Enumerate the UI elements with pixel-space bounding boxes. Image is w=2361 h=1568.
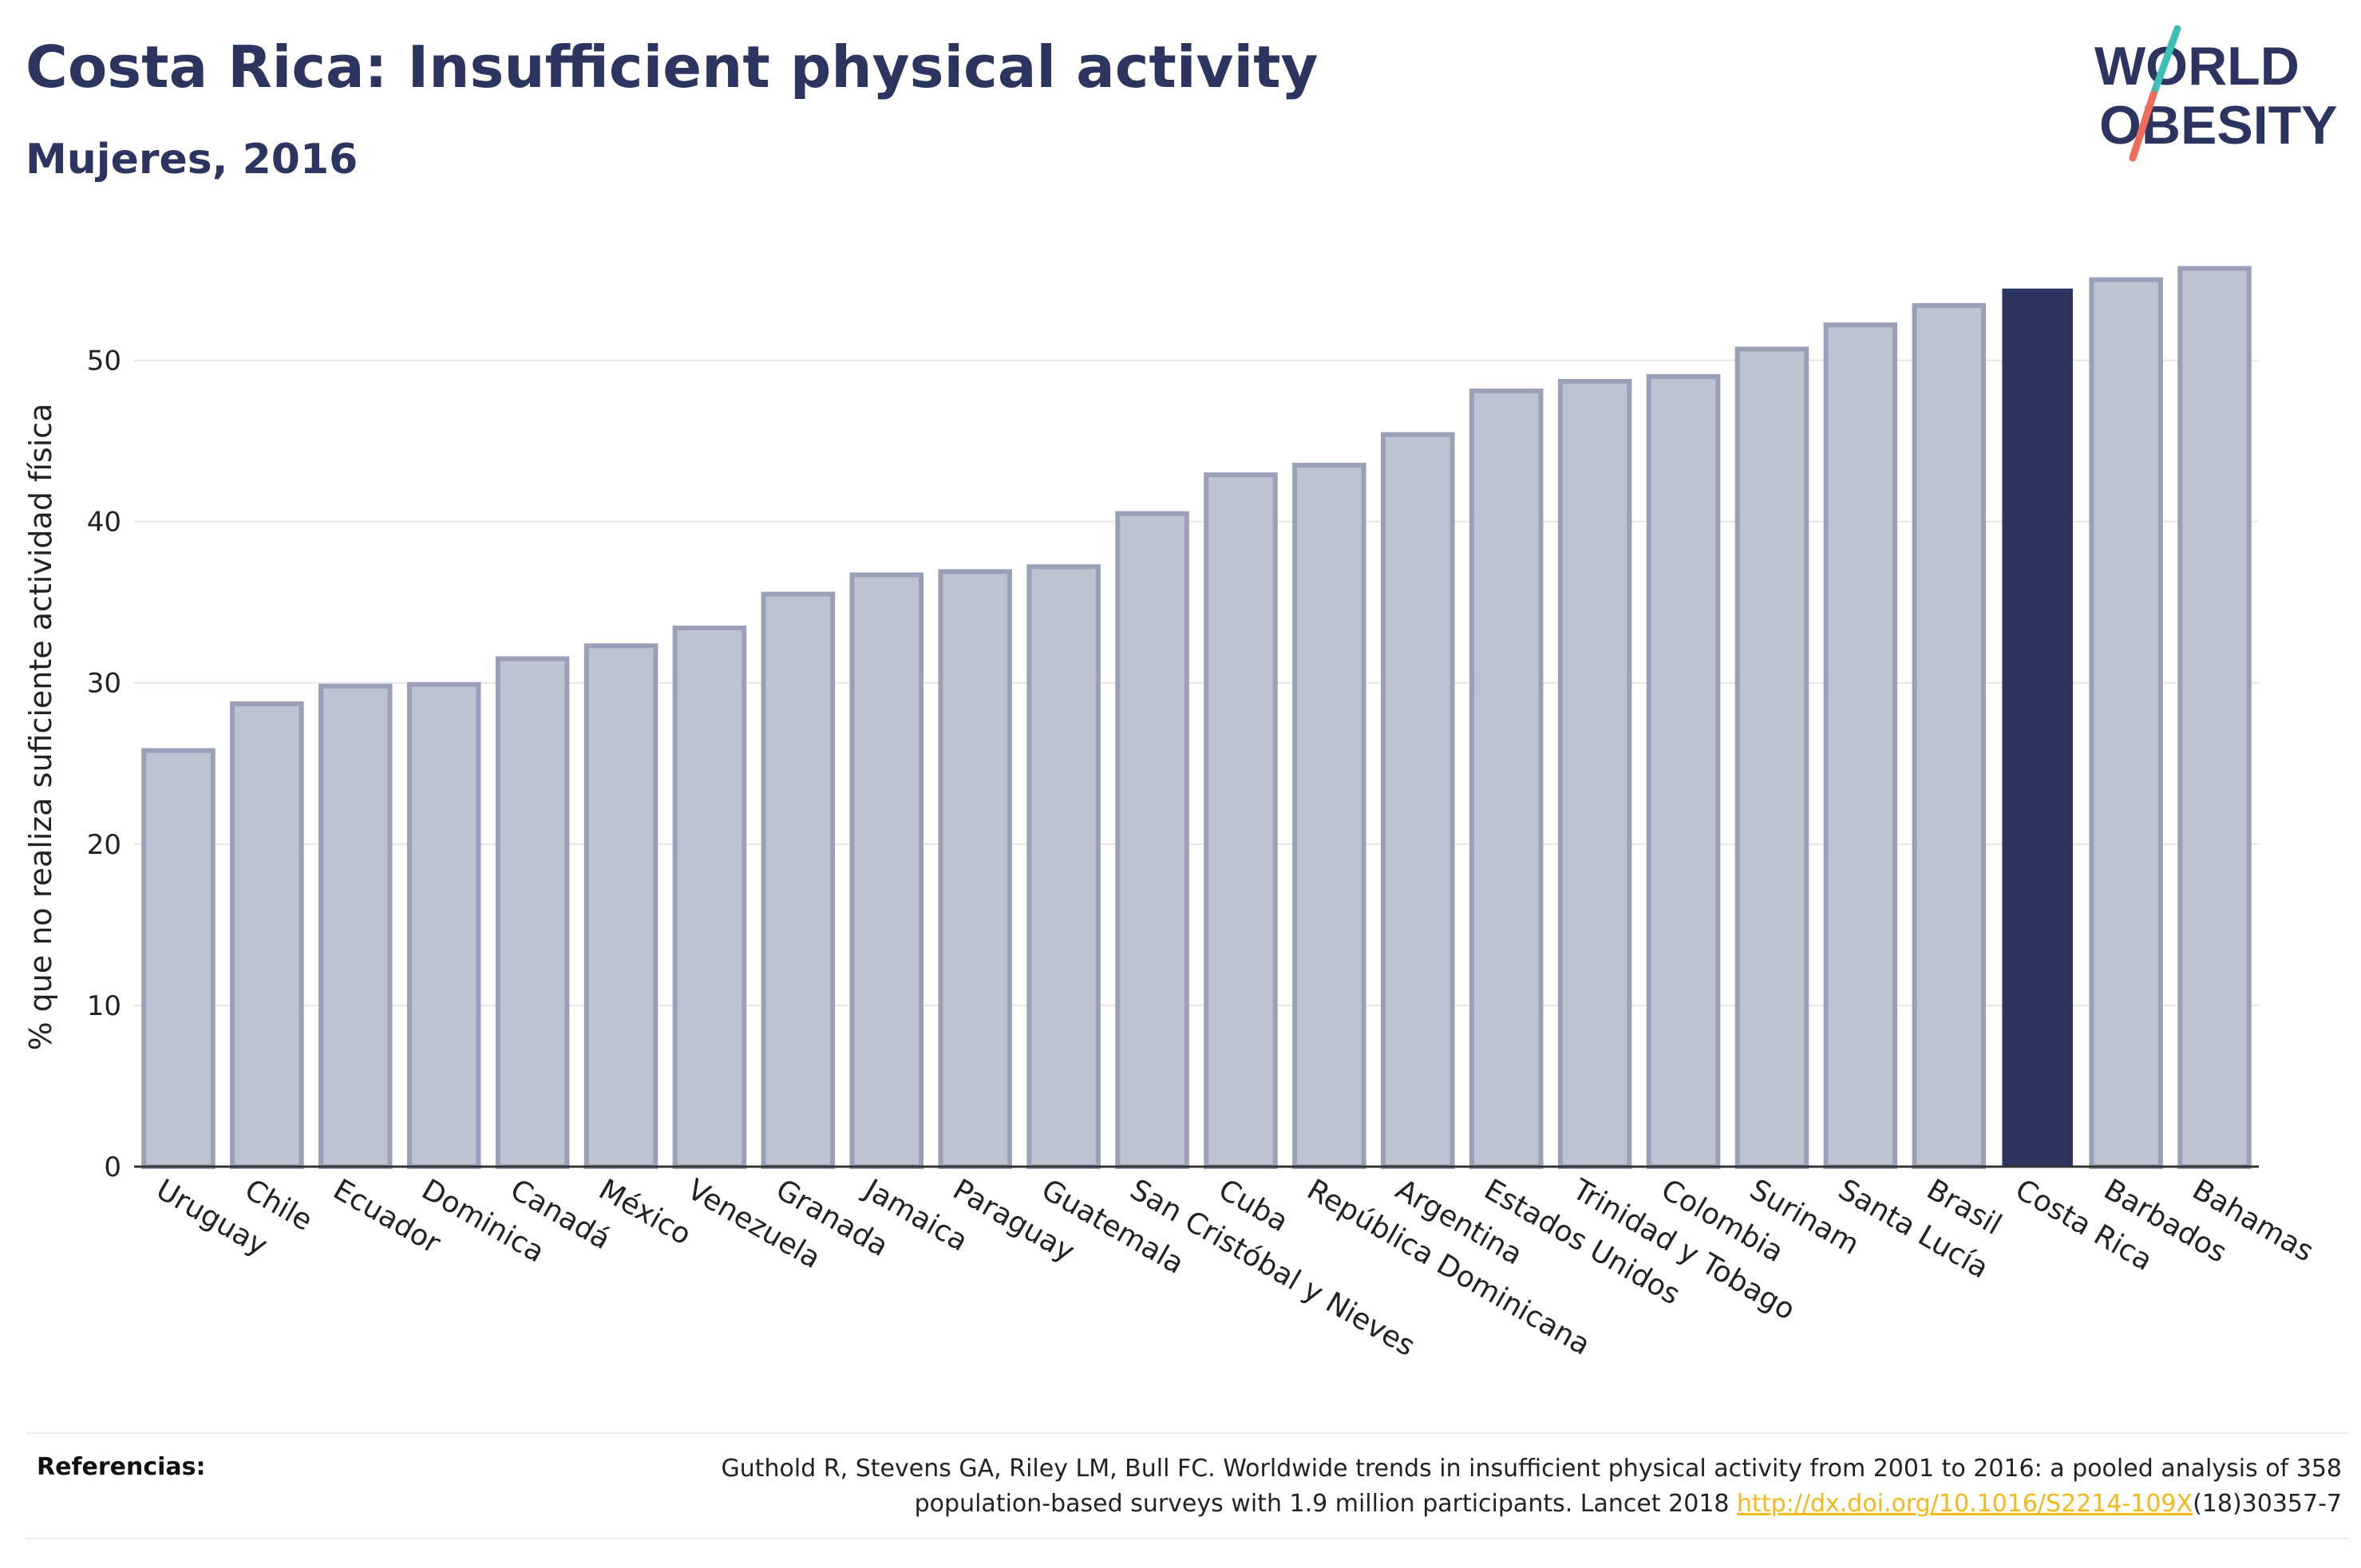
y-tick-label: 20 [87, 829, 121, 861]
bar-san-cristóbal-y-nieves [1115, 511, 1189, 1169]
logo-slash-bottom [2129, 90, 2157, 162]
references-text: Guthold R, Stevens GA, Riley LM, Bull FC… [506, 1451, 2342, 1522]
bar-venezuela [672, 626, 747, 1169]
reference-doi-link[interactable]: http://dx.doi.org/10.1016/S2214-109X [1737, 1490, 2193, 1518]
logo-line-1: WORLD [2094, 36, 2300, 97]
bar-trinidad-y-tobago [1557, 378, 1632, 1169]
bars [141, 266, 2252, 1170]
bar-granada [761, 591, 836, 1169]
bar-costa-rica [2002, 288, 2073, 1167]
reference-line-2: population-based surveys with 1.9 millio… [914, 1490, 1738, 1518]
bar-dominica [406, 681, 481, 1169]
bar-méxico [583, 643, 658, 1169]
bar-barbados [2089, 277, 2163, 1169]
chart-subtitle: Mujeres, 2016 [26, 136, 358, 184]
world-obesity-logo: WORLD OBESITY [2094, 25, 2338, 162]
y-tick-label: 50 [87, 346, 121, 377]
bar-bahamas [2177, 266, 2252, 1170]
y-tick-label: 10 [87, 990, 121, 1022]
bar-guatemala [1026, 564, 1101, 1169]
bar-república-dominicana [1292, 462, 1366, 1169]
bar-canadá [495, 656, 570, 1169]
bar-ecuador [318, 683, 393, 1169]
bar-surinam [1734, 346, 1809, 1169]
references-label: Referencias: [37, 1453, 206, 1481]
y-tick-label: 0 [104, 1151, 121, 1183]
bar-brasil [1912, 302, 1987, 1169]
reference-line-1: Guthold R, Stevens GA, Riley LM, Bull FC… [721, 1455, 2342, 1483]
bar-cuba [1204, 472, 1278, 1169]
chart-title: Costa Rica: Insufficient physical activi… [26, 34, 1319, 101]
bar-estados-unidos [1469, 388, 1544, 1169]
y-axis-title: % que no realiza suficiente actividad fí… [23, 404, 58, 1051]
logo-slash-top [2149, 25, 2181, 98]
bar-paraguay [938, 569, 1012, 1169]
y-tick-label: 40 [87, 507, 121, 539]
bar-argentina [1381, 432, 1455, 1169]
reference-line-3: (18)30357-7 [2193, 1490, 2342, 1518]
y-tick-label: 30 [87, 668, 121, 700]
grid-lines [134, 359, 2259, 1006]
bar-jamaica [849, 572, 924, 1169]
bar-chile [230, 701, 304, 1169]
bar-santa-lucía [1823, 322, 1898, 1169]
bar-colombia [1646, 373, 1721, 1169]
footer-references: Referencias: Guthold R, Stevens GA, Rile… [26, 1432, 2348, 1539]
bar-uruguay [141, 748, 216, 1169]
